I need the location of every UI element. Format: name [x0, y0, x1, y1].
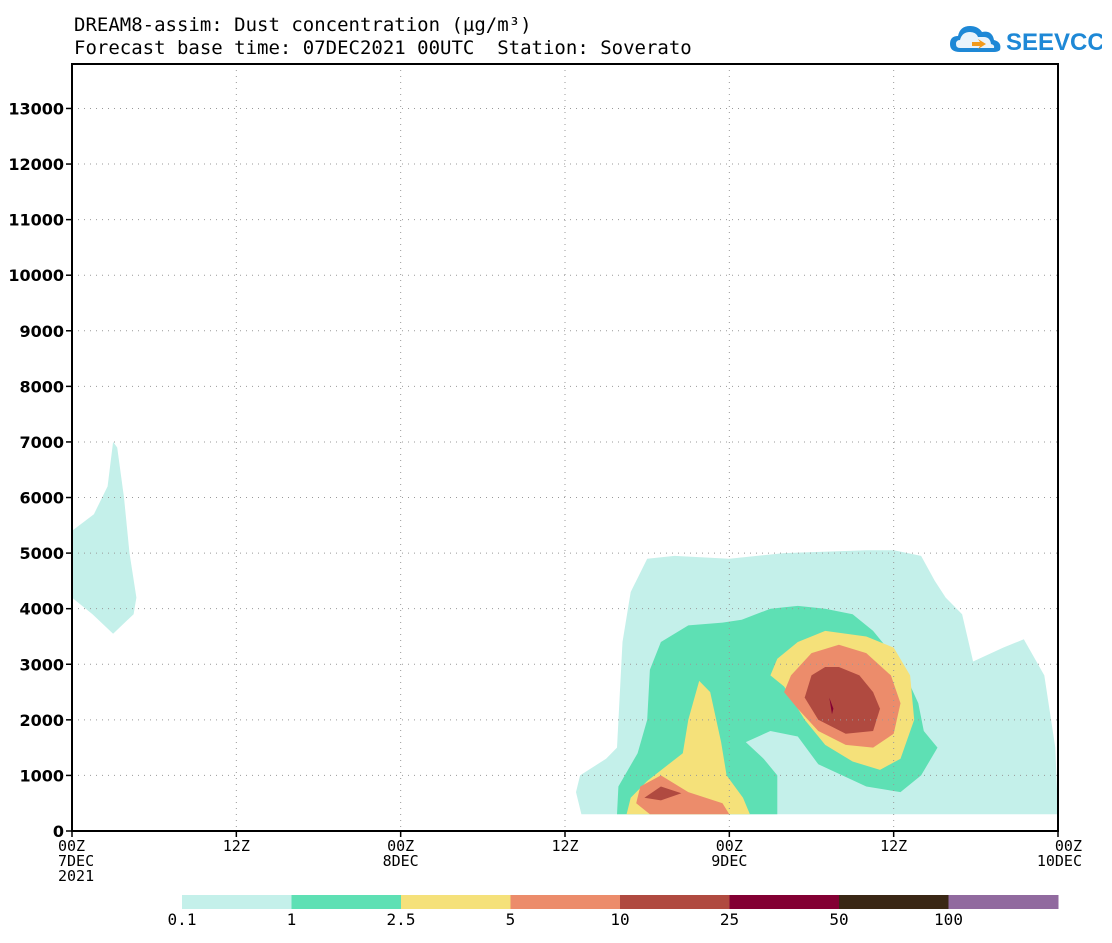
colorbar-label-2: 2.5	[387, 910, 416, 929]
x-tick-label-0-2: 2021	[58, 867, 94, 885]
colorbar-swatch-6	[839, 895, 949, 909]
colorbar-label-1: 1	[287, 910, 297, 929]
colorbar-swatch-0	[182, 895, 292, 909]
x-tick-label-6-1: 10DEC	[1037, 852, 1082, 870]
x-tick-label-4-1: 9DEC	[711, 852, 747, 870]
chart-title: DREAM8-assim: Dust concentration (µg/m³)	[74, 14, 532, 36]
cloud-icon	[950, 26, 1001, 52]
x-tick-label-1-0: 12Z	[223, 837, 250, 855]
y-tick-label-9: 9000	[19, 322, 64, 341]
logo-text: SEEVCCC	[1006, 29, 1102, 56]
contour-region-0_1-0	[72, 441, 137, 634]
x-tick-label-0-0: 00Z	[58, 837, 85, 855]
contour-fills	[72, 441, 1058, 815]
y-axis: 0 1000 2000 3000 4000 5000 6000 7000 8000 9000 100…	[8, 99, 72, 841]
contour-region-10-7	[644, 786, 682, 801]
x-tick-label-2-0: 00Z	[387, 837, 414, 855]
seevccc-logo: SEEVCCC	[950, 26, 1102, 56]
colorbar-label-0: 0.1	[168, 910, 197, 929]
x-tick-label-3-0: 12Z	[551, 837, 578, 855]
contour-region-10-8	[804, 667, 880, 734]
y-tick-label-6: 6000	[19, 489, 64, 508]
colorbar-swatch-1	[291, 895, 402, 909]
x-tick-label-6-0: 00Z	[1055, 837, 1082, 855]
x-tick-label-2-1: 8DEC	[383, 852, 419, 870]
contour-region-5-5	[636, 775, 730, 815]
x-tick-label-4-0: 00Z	[716, 837, 743, 855]
x-tick-label-5-0: 12Z	[880, 837, 907, 855]
y-tick-label-3: 3000	[19, 655, 64, 674]
y-tick-label-11: 11000	[8, 211, 64, 230]
y-tick-label-1: 1000	[19, 766, 64, 785]
colorbar-swatch-4	[620, 895, 730, 909]
y-tick-label-4: 4000	[19, 600, 64, 619]
colorbar-swatch-5	[729, 895, 840, 909]
colorbar-label-4: 10	[610, 910, 629, 929]
colorbar-label-3: 5	[506, 910, 516, 929]
y-tick-label-5: 5000	[19, 544, 64, 563]
colorbar-swatch-7	[948, 895, 1059, 909]
y-tick-label-2: 2000	[19, 711, 64, 730]
x-tick-label-0-1: 7DEC	[58, 852, 94, 870]
y-tick-label-0: 0	[53, 822, 64, 841]
colorbar-label-5: 25	[720, 910, 739, 929]
colorbar-label-6: 50	[829, 910, 848, 929]
chart-subtitle: Forecast base time: 07DEC2021 00UTC Stat…	[74, 37, 692, 59]
y-tick-label-12: 12000	[8, 155, 64, 174]
y-tick-label-7: 7000	[19, 433, 64, 452]
y-tick-label-8: 8000	[19, 377, 64, 396]
colorbar-swatch-3	[510, 895, 621, 909]
colorbar-label-7: 100	[934, 910, 963, 929]
y-tick-label-10: 10000	[8, 266, 64, 285]
y-tick-label-13: 13000	[8, 99, 64, 118]
colorbar-swatch-2	[401, 895, 511, 909]
grid-lines	[72, 64, 1058, 831]
contour-region-25-9	[829, 697, 837, 715]
